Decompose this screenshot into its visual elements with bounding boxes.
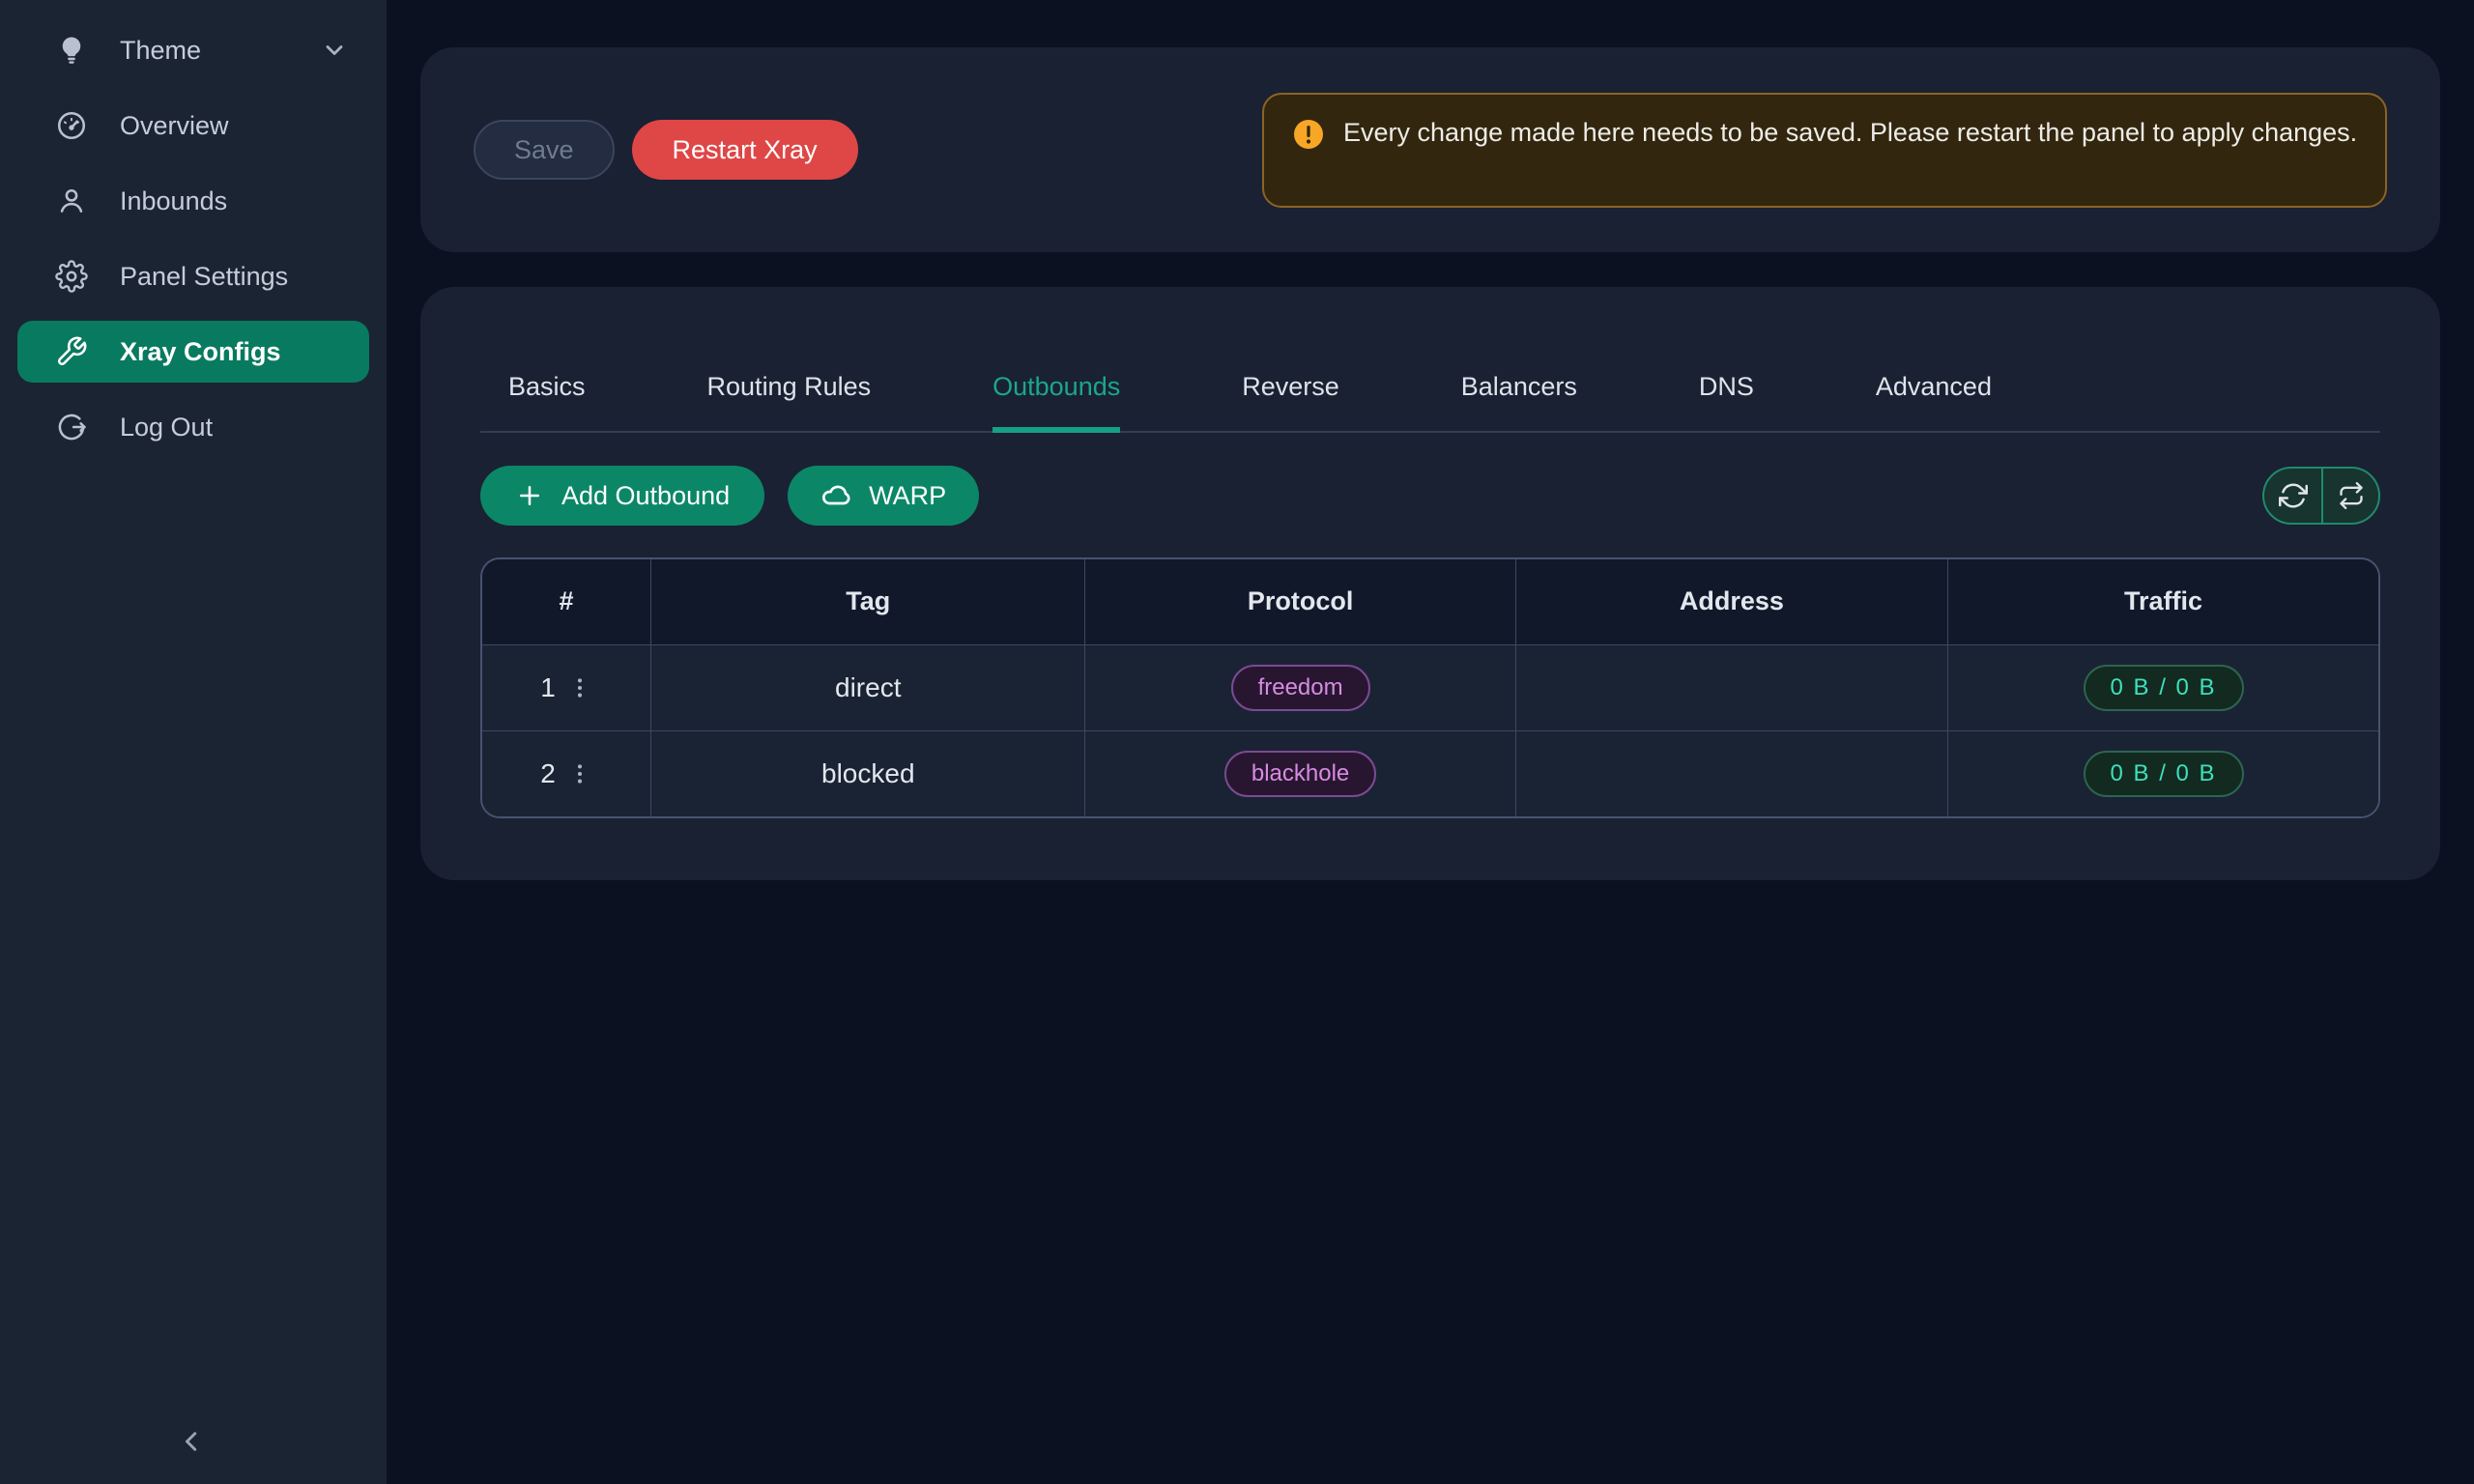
- tab-balancers[interactable]: Balancers: [1460, 372, 1577, 401]
- refresh-button[interactable]: [2264, 469, 2321, 523]
- row-address: [1515, 729, 1949, 816]
- chevron-left-icon: [174, 1424, 209, 1459]
- sidebar-item-panel-settings[interactable]: Panel Settings: [17, 245, 369, 307]
- column-header-tag: Tag: [650, 559, 1086, 644]
- sidebar-item-overview[interactable]: Overview: [17, 95, 369, 157]
- wrench-icon: [54, 334, 89, 369]
- gear-icon: [54, 259, 89, 294]
- warp-label: WARP: [869, 480, 947, 510]
- tab-basics[interactable]: Basics: [508, 372, 586, 401]
- column-header-protocol: Protocol: [1084, 559, 1516, 644]
- reload-button[interactable]: [2321, 469, 2378, 523]
- row-address: [1515, 643, 1949, 730]
- traffic-badge: 0 B / 0 B: [2083, 664, 2244, 711]
- protocol-badge: freedom: [1230, 664, 1370, 711]
- row-menu-icon[interactable]: [567, 675, 592, 700]
- traffic-badge: 0 B / 0 B: [2083, 750, 2244, 797]
- table-header-row: # Tag Protocol Address Traffic: [482, 559, 2378, 644]
- sidebar-nav: Theme Overview: [0, 19, 387, 458]
- logout-icon: [54, 410, 89, 444]
- cloud-icon: [820, 480, 851, 511]
- tab-outbounds[interactable]: Outbounds: [992, 372, 1121, 433]
- refresh-button-group: [2262, 467, 2380, 525]
- outbounds-table: # Tag Protocol Address Traffic 1: [480, 557, 2380, 818]
- row-tag: blocked: [650, 729, 1086, 816]
- sidebar-item-theme[interactable]: Theme: [17, 19, 369, 81]
- row-index: 2: [540, 757, 556, 788]
- sidebar-item-label: Inbounds: [120, 186, 228, 215]
- sidebar-item-log-out[interactable]: Log Out: [17, 396, 369, 458]
- add-outbound-label: Add Outbound: [561, 480, 731, 510]
- tab-reverse[interactable]: Reverse: [1242, 372, 1339, 401]
- column-header-address: Address: [1515, 559, 1949, 644]
- sync-icon: [2278, 481, 2308, 510]
- sidebar-item-label: Theme: [120, 35, 202, 65]
- restart-xray-button[interactable]: Restart Xray: [631, 120, 858, 180]
- row-index: 1: [540, 671, 556, 702]
- config-tabs: Basics Routing Rules Outbounds Reverse B…: [480, 287, 2380, 433]
- sidebar: Theme Overview: [0, 0, 387, 1484]
- xray-config-card: Basics Routing Rules Outbounds Reverse B…: [420, 287, 2440, 880]
- sidebar-item-label: Log Out: [120, 412, 214, 442]
- table-row: 2 blocked blackhole: [482, 729, 2378, 816]
- row-tag: direct: [650, 643, 1086, 730]
- warning-icon: [1291, 117, 1326, 152]
- column-header-traffic: Traffic: [1947, 559, 2378, 644]
- sidebar-collapse-button[interactable]: [170, 1420, 213, 1463]
- user-icon: [54, 184, 89, 218]
- sidebar-item-inbounds[interactable]: Inbounds: [17, 170, 369, 232]
- column-header-index: #: [482, 559, 652, 644]
- row-menu-icon[interactable]: [567, 761, 592, 786]
- alert-text: Every change made here needs to be saved…: [1343, 117, 2358, 147]
- bulb-icon: [54, 33, 89, 68]
- gauge-icon: [54, 108, 89, 143]
- tab-dns[interactable]: DNS: [1698, 372, 1754, 401]
- warp-button[interactable]: WARP: [788, 466, 980, 526]
- table-row: 1 direct freedom: [482, 643, 2378, 730]
- sidebar-item-label: Panel Settings: [120, 261, 289, 291]
- restart-warning-alert: Every change made here needs to be saved…: [1262, 92, 2387, 208]
- protocol-badge: blackhole: [1223, 750, 1377, 797]
- tab-routing-rules[interactable]: Routing Rules: [706, 372, 872, 401]
- outbounds-toolbar: Add Outbound WARP: [480, 466, 2380, 526]
- main-content: Save Restart Xray Every change made here…: [387, 0, 2474, 1484]
- sidebar-item-label: Overview: [120, 110, 229, 140]
- sidebar-item-label: Xray Configs: [120, 336, 281, 366]
- actions-card: Save Restart Xray Every change made here…: [420, 47, 2440, 252]
- add-outbound-button[interactable]: Add Outbound: [480, 466, 765, 526]
- tab-advanced[interactable]: Advanced: [1875, 372, 1992, 401]
- save-button[interactable]: Save: [474, 120, 615, 180]
- chevron-down-icon: [321, 37, 348, 64]
- repeat-icon: [2338, 482, 2365, 509]
- plus-icon: [515, 481, 544, 510]
- sidebar-item-xray-configs[interactable]: Xray Configs: [17, 321, 369, 383]
